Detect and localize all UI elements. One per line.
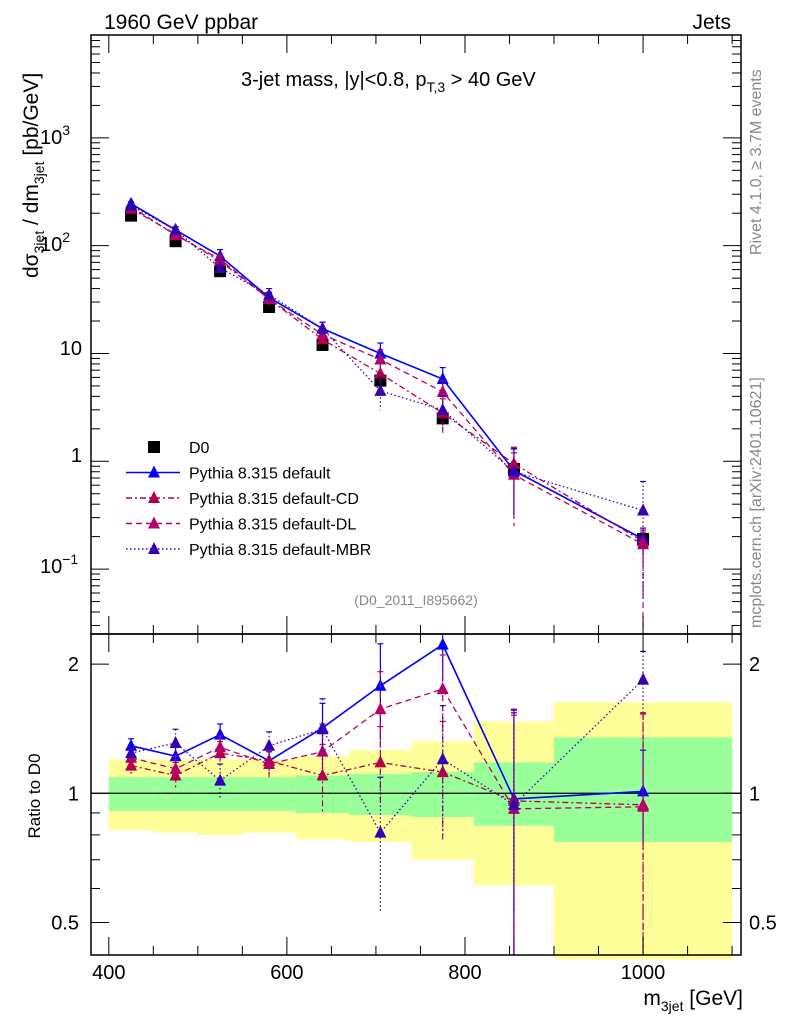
series-marker (263, 287, 276, 300)
legend-marker (148, 516, 160, 529)
legend-entry-0: D0 (148, 440, 210, 457)
series-marker (507, 456, 520, 469)
series-marker (436, 402, 449, 415)
legend-label: Pythia 8.315 default (189, 466, 331, 483)
ratio-ytick-label-right: 1 (749, 783, 760, 805)
ratio-marker (125, 746, 138, 759)
main-title: 3-jet mass, |y|<0.8, pT,3 > 40 GeV (241, 69, 536, 95)
legend-label: Pythia 8.315 default-CD (189, 491, 359, 508)
xtick-label: 1000 (621, 962, 666, 984)
series-4 (125, 198, 650, 602)
analysis-id: (D0_2011_I895662) (354, 592, 478, 608)
series-marker (169, 222, 182, 235)
ratio-frame (90, 633, 742, 956)
ytick-label-0.1: 10−1 (40, 551, 78, 578)
series-marker (374, 366, 387, 379)
ratio-marker (214, 773, 227, 786)
xtick-label: 400 (92, 962, 125, 984)
legend-marker (148, 491, 160, 503)
ratio-marker (316, 722, 329, 735)
mcplots-label: mcplots.cern.ch [arXiv:2401.10621] (748, 377, 765, 628)
ratio-marker (374, 755, 387, 768)
xlabel: m3jet [GeV] (643, 987, 743, 1014)
ytick-label-1000: 103 (40, 122, 70, 149)
legend-entry-1: Pythia 8.315 default (126, 465, 331, 483)
series-marker (214, 252, 227, 265)
series-marker (637, 537, 650, 550)
ytick-label-100: 102 (40, 229, 70, 256)
ytick-label-10: 10 (60, 338, 82, 360)
rivet-label: Rivet 4.1.0, ≥ 3.7M events (748, 69, 765, 255)
ratio-marker (637, 799, 650, 812)
ratio-marker (507, 797, 520, 810)
ratio-ytick-label-right: 0.5 (749, 912, 777, 934)
ratio-marker (374, 702, 387, 715)
xtick-label: 600 (270, 962, 303, 984)
series-marker (436, 384, 449, 397)
ratio-marker (436, 752, 449, 765)
ratio-marker (263, 757, 276, 770)
legend-marker-d0 (148, 441, 160, 453)
series-marker (125, 198, 138, 211)
series-2 (125, 201, 650, 594)
ratio-marker (169, 761, 182, 774)
ratio-marker (436, 681, 449, 694)
legend-entry-4: Pythia 8.315 default-MBR (126, 542, 371, 559)
legend-marker (148, 465, 160, 478)
ratio-ytick-label-right: 2 (749, 654, 760, 676)
legend-label: Pythia 8.315 default-MBR (189, 542, 371, 559)
ratio-marker (169, 768, 182, 781)
ratio-marker (637, 784, 650, 797)
main-ylabel: dσ3jet / dm3jet [pb/GeV] (20, 73, 47, 278)
legend-label: D0 (189, 440, 210, 457)
series-3 (125, 199, 650, 634)
ratio-marker (263, 738, 276, 751)
ratio-series-3 (125, 650, 650, 955)
legend-label: Pythia 8.315 default-DL (189, 517, 356, 534)
series-marker (637, 503, 650, 516)
legend-marker (148, 542, 160, 554)
series-marker (374, 352, 387, 365)
legend-entry-3: Pythia 8.315 default-DL (126, 516, 356, 534)
series-marker (214, 261, 227, 274)
series-marker (374, 383, 387, 396)
ratio-marker (214, 740, 227, 753)
band-inner-1 (153, 777, 198, 811)
band-inner-0 (108, 777, 154, 811)
ratio-marker (214, 727, 227, 740)
ratio-marker (169, 735, 182, 748)
header-left: 1960 GeV ppbar (104, 11, 258, 34)
ratio-marker (316, 744, 329, 757)
ratio-ytick-label-left: 1 (68, 783, 79, 805)
header-right: Jets (692, 11, 731, 34)
ytick-label-1: 1 (71, 445, 82, 467)
ratio-marker (436, 637, 449, 650)
ratio-ylabel: Ratio to D0 (25, 753, 44, 838)
ratio-ytick-label-left: 0.5 (51, 912, 79, 934)
ratio-marker (125, 738, 138, 751)
band-inner-3 (242, 777, 296, 811)
xtick-label: 800 (448, 962, 481, 984)
band-inner-4 (295, 775, 350, 813)
ratio-marker (169, 749, 182, 762)
ratio-marker (374, 825, 387, 838)
ratio-marker (637, 672, 650, 685)
ratio-ytick-label-left: 2 (68, 654, 79, 676)
series-marker (316, 321, 329, 334)
series-marker (507, 464, 520, 477)
legend-entry-2: Pythia 8.315 default-CD (126, 491, 359, 508)
